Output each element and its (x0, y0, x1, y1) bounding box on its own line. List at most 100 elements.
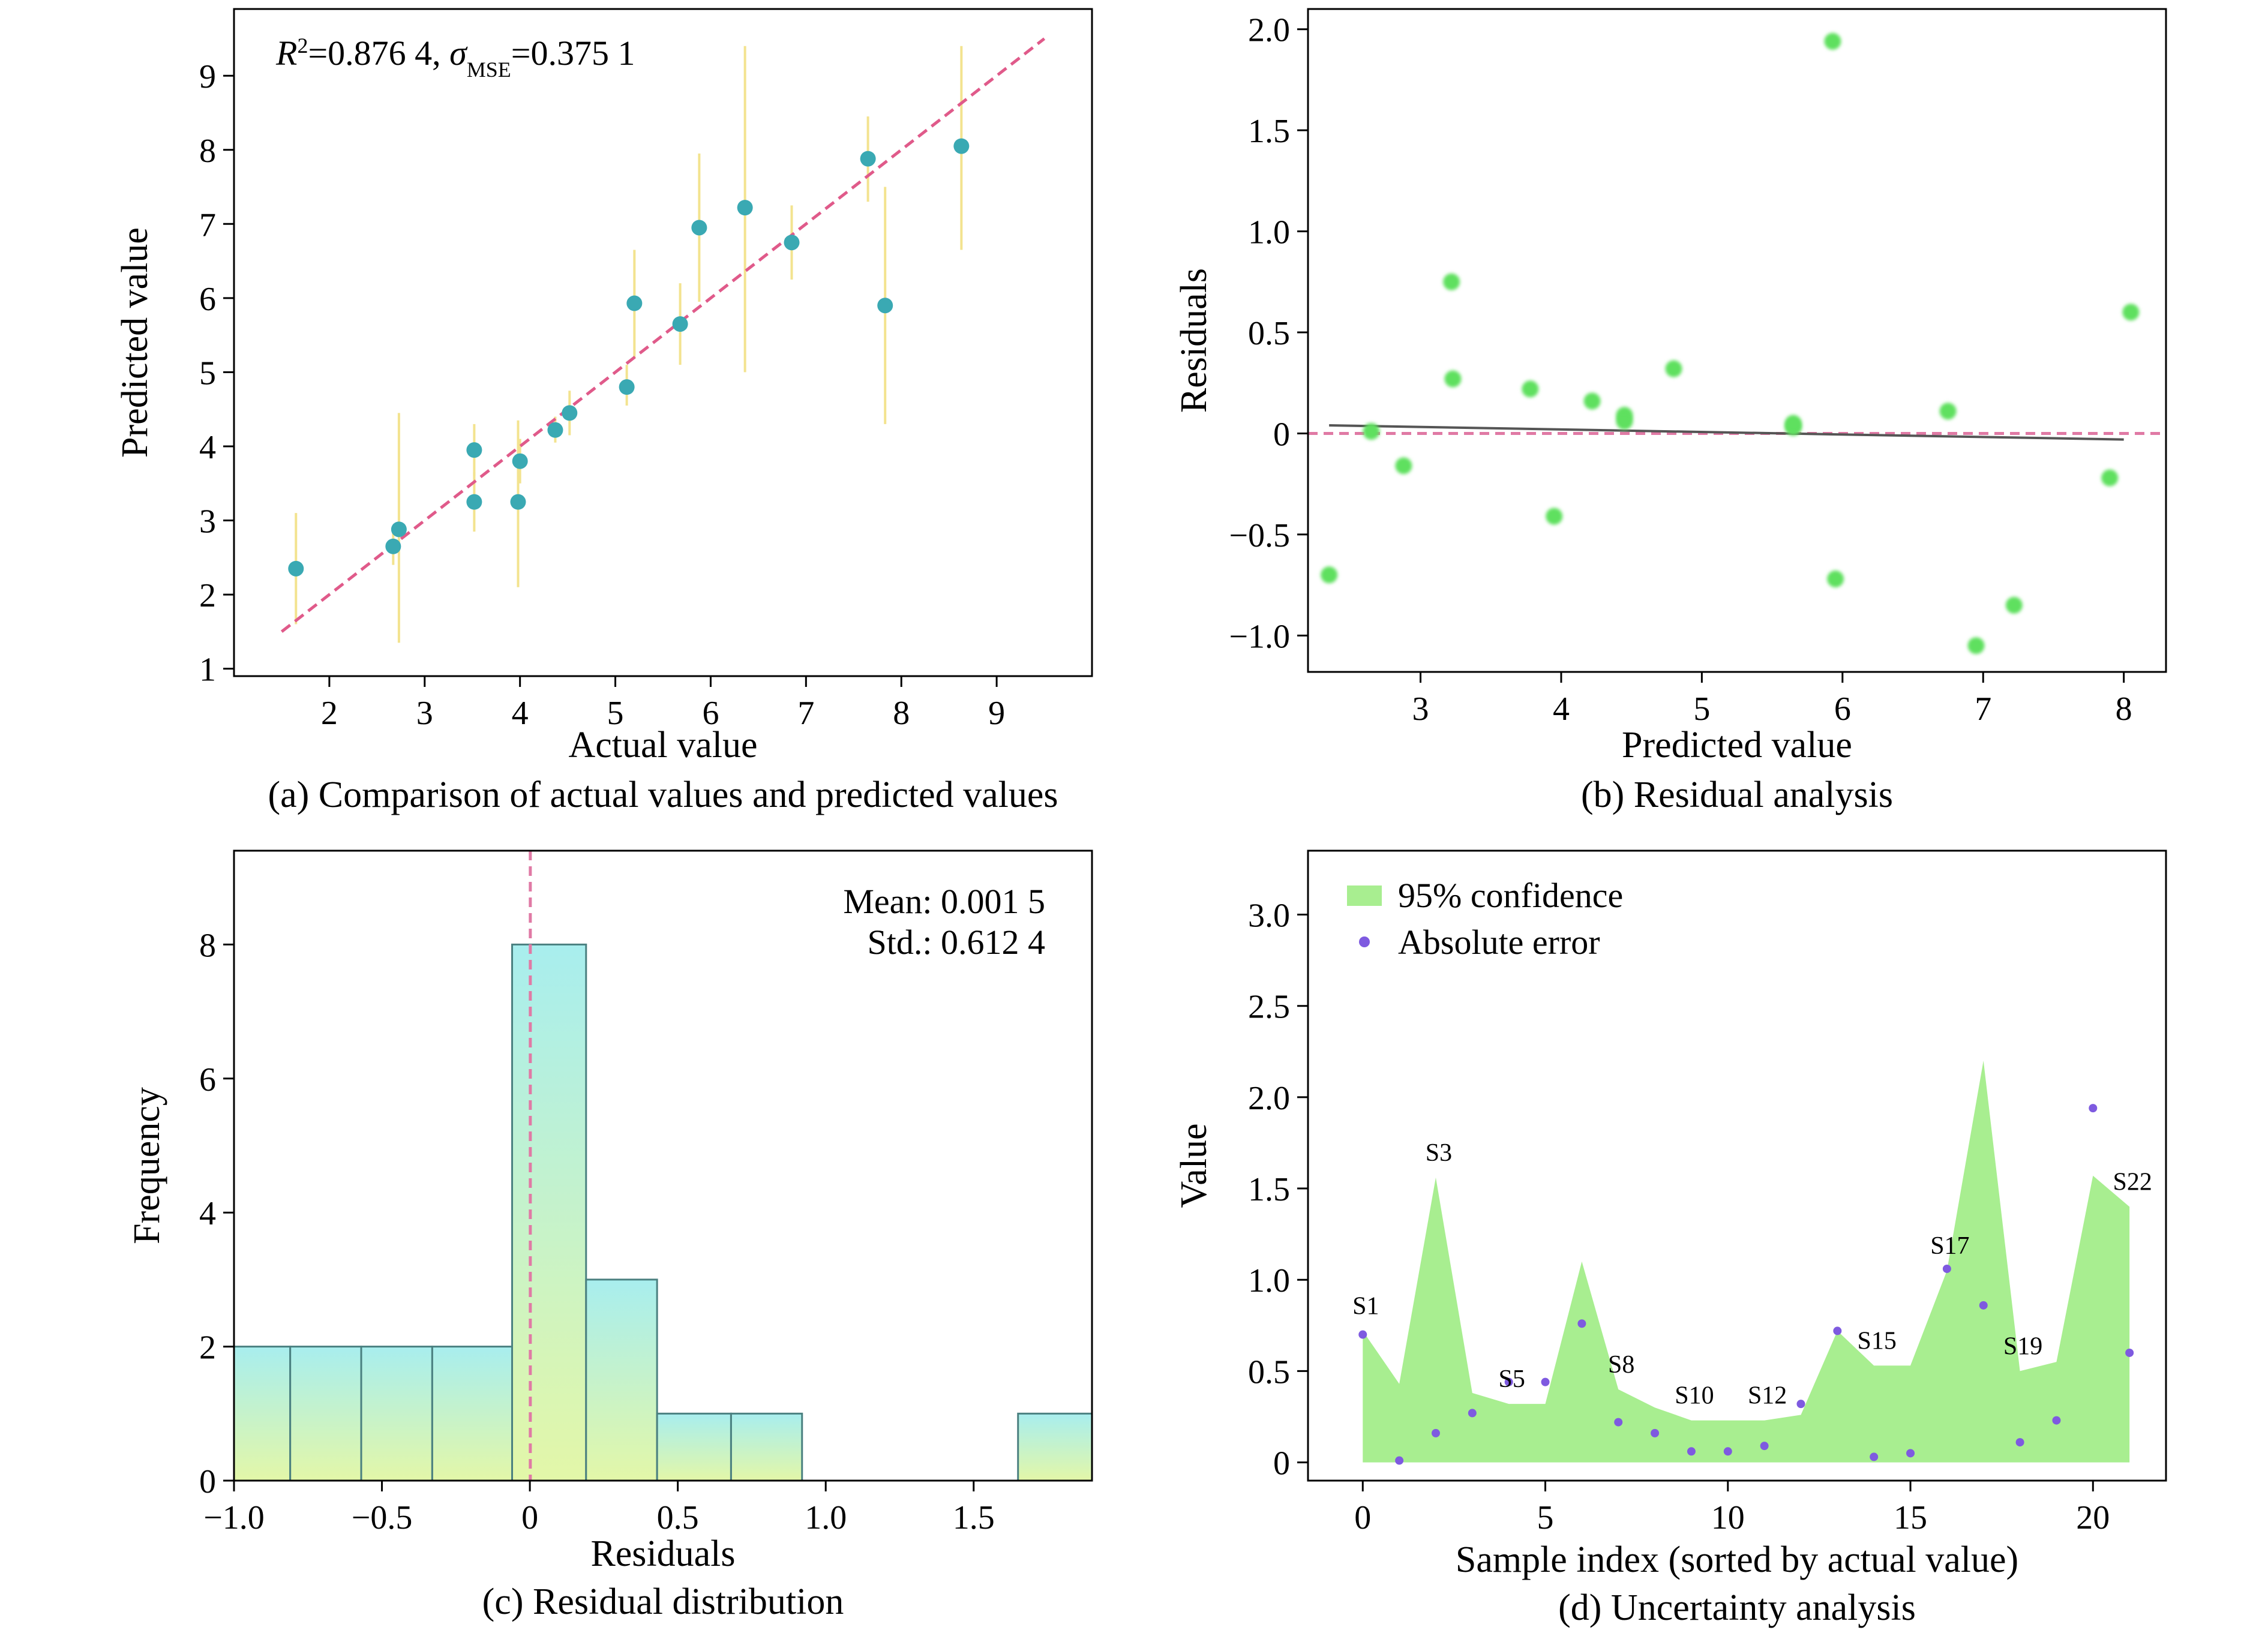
histogram-bar (511, 943, 587, 1482)
residual-point (2101, 469, 2119, 487)
y-axis-title: Frequency (127, 1087, 167, 1244)
x-tick-label: 5 (1693, 691, 1710, 728)
data-point (288, 560, 304, 577)
absolute-error-point (1577, 1319, 1586, 1328)
histogram-bar (585, 1278, 658, 1482)
data-point (672, 316, 688, 332)
legend-point-swatch (1359, 936, 1370, 947)
residual-point (1665, 360, 1682, 377)
y-tick-label: 5 (199, 355, 216, 392)
histogram-bar (360, 1346, 433, 1482)
sample-label: S15 (1858, 1327, 1897, 1355)
data-point (510, 494, 526, 510)
panel-b-residual-analysis: 3 4 5 6 7 8 −1.0 −0.5 0 0.5 1.0 1.5 2.0 Predicted val… (1174, 8, 2167, 815)
x-tick-label: 8 (893, 695, 910, 732)
absolute-error-point (1723, 1447, 1732, 1456)
panel-caption: (a) Comparison of actual values and pred… (268, 775, 1058, 815)
residual-point (1444, 370, 1462, 388)
absolute-error-point (1614, 1418, 1623, 1427)
sample-label: S1 (1352, 1292, 1379, 1320)
absolute-error-point (1431, 1428, 1440, 1437)
mean-stat: Mean: 0.001 5 (843, 882, 1045, 921)
y-tick-label: 8 (199, 927, 216, 964)
absolute-error-point (1687, 1447, 1696, 1456)
data-point (385, 538, 401, 554)
absolute-error-point (2052, 1416, 2061, 1425)
panel-c-residual-distribution: −1.0 −0.5 0 0.5 1.0 1.5 0 2 4 6 8 Residuals Frequenc… (127, 849, 1093, 1622)
residual-point (1784, 415, 1802, 432)
absolute-error-point (1358, 1330, 1367, 1339)
legend-area-label: 95% confidence (1398, 876, 1623, 915)
y-tick-label: 6 (199, 281, 216, 318)
absolute-error-point (1468, 1409, 1477, 1418)
x-tick-label: 5 (607, 695, 624, 732)
x-tick-label: 7 (797, 695, 814, 732)
x-axis-title: Residuals (590, 1533, 735, 1574)
data-point (877, 298, 893, 314)
data-point (784, 235, 800, 251)
metrics-r2-sup: 2 (297, 34, 308, 58)
data-point (691, 220, 707, 236)
sample-label: S5 (1499, 1365, 1525, 1393)
metrics-sigma-sub: MSE (467, 58, 511, 82)
data-point (860, 151, 876, 167)
y-tick-label: 6 (199, 1061, 216, 1098)
data-point (953, 138, 970, 154)
x-tick-label: 0.5 (657, 1499, 699, 1536)
residual-point (1363, 423, 1380, 440)
data-point (512, 453, 528, 469)
x-tick-label: 4 (1553, 691, 1570, 728)
y-tick-label: 3.0 (1248, 897, 1290, 935)
residual-point (1967, 637, 1985, 655)
x-tick-label: 20 (2076, 1499, 2110, 1536)
residual-point (1827, 571, 1844, 588)
x-axis-title: Sample index (sorted by actual value) (1456, 1539, 2018, 1580)
y-tick-label: 2.0 (1248, 12, 1290, 49)
histogram-bar (431, 1346, 514, 1482)
y-tick-label: 4 (199, 1195, 216, 1232)
x-tick-label: 3 (1412, 691, 1429, 728)
y-tick-label: 0.5 (1248, 1353, 1290, 1391)
residual-point (1546, 508, 1563, 525)
x-tick-label: 7 (1975, 691, 1991, 728)
y-tick-label: 1.0 (1248, 214, 1290, 251)
data-point (562, 405, 578, 421)
y-tick-label: 0 (1273, 416, 1290, 453)
histogram-bar (730, 1412, 803, 1482)
panel-caption: (c) Residual distribution (482, 1581, 844, 1622)
data-point (619, 379, 635, 395)
sample-label: S12 (1748, 1382, 1787, 1410)
x-tick-label: 2 (321, 695, 338, 732)
metrics-r2-value: =0.876 4, (308, 34, 449, 73)
sample-label: S3 (1426, 1139, 1452, 1167)
y-tick-label: 4 (199, 429, 216, 466)
x-tick-label: 15 (1894, 1499, 1927, 1536)
sample-label: S17 (1930, 1232, 1969, 1260)
sample-label: S19 (2003, 1332, 2042, 1360)
sample-label: S10 (1675, 1382, 1714, 1410)
histogram-bar (289, 1346, 362, 1482)
residual-point (2005, 596, 2023, 614)
y-tick-label: 2.0 (1248, 1080, 1290, 1117)
x-tick-label: −1.0 (203, 1499, 265, 1536)
residual-point (1583, 392, 1601, 410)
absolute-error-point (2125, 1348, 2134, 1357)
x-tick-label: 1.0 (805, 1499, 847, 1536)
x-tick-label: 6 (702, 695, 719, 732)
metrics-sigma: σ (449, 34, 468, 73)
absolute-error-point (1796, 1400, 1805, 1409)
panel-caption: (b) Residual analysis (1581, 775, 1893, 815)
absolute-error-point (1906, 1449, 1915, 1458)
residual-point (1824, 32, 1841, 50)
absolute-error-point (1541, 1377, 1550, 1386)
ideal-fit-line (280, 37, 1046, 633)
absolute-error-point (1870, 1452, 1879, 1461)
legend-area-swatch (1347, 885, 1382, 906)
x-tick-label: 3 (416, 695, 433, 732)
legend-point-label: Absolute error (1398, 923, 1600, 962)
y-tick-label: 1.5 (1248, 1171, 1290, 1208)
plot-frame (1307, 849, 2167, 1482)
histogram-bar (233, 1346, 292, 1482)
plot-frame (1307, 8, 2167, 673)
absolute-error-point (1760, 1442, 1769, 1451)
